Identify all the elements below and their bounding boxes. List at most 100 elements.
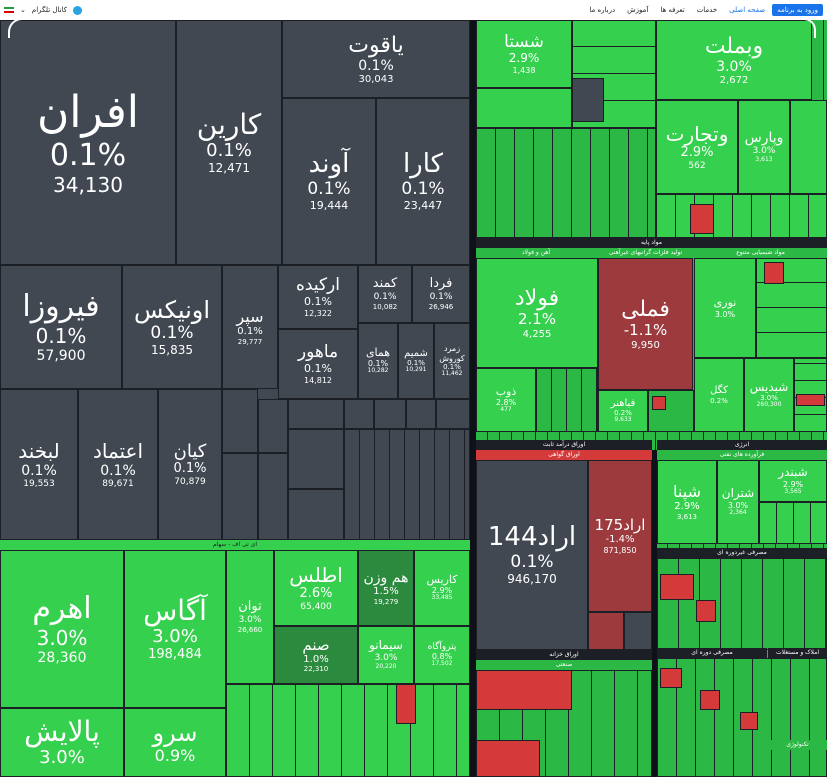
tile-small[interactable]: [572, 78, 604, 122]
tile-farda[interactable]: فردا 0.1% 26,946: [412, 265, 470, 323]
tile-arad144[interactable]: اراد144 0.1% 946,170: [476, 460, 588, 650]
tile-small[interactable]: [690, 204, 714, 234]
tile-small[interactable]: [796, 394, 825, 406]
tile-shabdis[interactable]: شبدیس 3.0% 260,300: [744, 358, 794, 432]
tile-small[interactable]: [700, 690, 720, 710]
tile-agas[interactable]: آگاس 3.0% 198,484: [124, 550, 226, 708]
tile-shapna[interactable]: شپنا 2.9% 3,613: [657, 460, 717, 544]
nav-about[interactable]: درباره ما: [589, 6, 616, 14]
tile-vatejarat[interactable]: وتجارت 2.9% 562: [656, 100, 738, 194]
tile-small-cluster[interactable]: [657, 558, 827, 650]
tile-symbol: سیمانو: [369, 638, 403, 653]
tile-arad175[interactable]: اراد175 -1.4% 871,850: [588, 460, 652, 612]
tile-small[interactable]: [624, 612, 652, 650]
nav-home[interactable]: صفحه اصلی: [729, 6, 766, 14]
tile-fameli[interactable]: فملی -1.1% 9,950: [598, 258, 693, 390]
tile-symbol: آوند: [308, 149, 350, 180]
tile-small[interactable]: [288, 429, 344, 489]
tile-simano[interactable]: سیمانو 3.0% 20,220: [358, 626, 414, 684]
login-button[interactable]: ورود به برنامه: [772, 4, 823, 16]
tile-small[interactable]: [258, 399, 288, 453]
tile-firooza[interactable]: فیروزا 0.1% 57,900: [0, 265, 122, 389]
tile-small[interactable]: [396, 684, 416, 724]
nav-services[interactable]: خدمات: [696, 6, 718, 14]
tile-value: 26,660: [237, 625, 263, 634]
tile-karis[interactable]: کاریس 2.9% 33,485: [414, 550, 470, 626]
tile-kegol[interactable]: کگل 0.2%: [694, 358, 744, 432]
tile-etemad[interactable]: اعتماد 0.1% 89,671: [78, 389, 158, 540]
tile-kara[interactable]: کارا 0.1% 23,447: [376, 98, 470, 265]
tile-ahrom[interactable]: اهرم 3.0% 28,360: [0, 550, 124, 708]
tile-small-cluster[interactable]: [759, 502, 827, 544]
tile-zomorod[interactable]: زمرد کوروش 0.1% 11,462: [434, 323, 470, 399]
section-label: صنعتی: [476, 660, 652, 670]
tile-fooulad[interactable]: فولاد 2.1% 4,255: [476, 258, 598, 368]
tile-small[interactable]: [476, 88, 572, 128]
tile-avand[interactable]: آوند 0.1% 19,444: [282, 98, 376, 265]
tile-small[interactable]: [660, 574, 694, 600]
tile-small[interactable]: [222, 453, 258, 540]
tile-shandar[interactable]: شبندر 2.9% 3,565: [759, 460, 827, 502]
tile-small[interactable]: [406, 399, 436, 429]
tile-sarv[interactable]: سرو 0.9%: [124, 708, 226, 777]
chevron-down-icon[interactable]: ⌄: [20, 6, 26, 14]
tile-karin[interactable]: کارین 0.1% 12,471: [176, 20, 282, 265]
tile-small[interactable]: [588, 612, 624, 650]
tile-small-cluster[interactable]: [226, 684, 470, 777]
tile-small[interactable]: [764, 262, 784, 284]
tile-shatran[interactable]: شتران 3.0% 2,364: [717, 460, 759, 544]
tile-small[interactable]: [222, 389, 258, 453]
tile-small[interactable]: [740, 712, 758, 730]
tile-percent: 0.1%: [35, 323, 87, 348]
tile-hamvazn[interactable]: هم وزن 1.5% 19,279: [358, 550, 414, 626]
tile-small-cluster[interactable]: [756, 258, 827, 358]
tile-vabemelat[interactable]: وبملت 3.0% 2,672: [656, 20, 812, 100]
tile-small[interactable]: [476, 670, 572, 710]
telegram-icon[interactable]: [73, 5, 83, 15]
tile-small[interactable]: [476, 740, 540, 777]
tile-separ[interactable]: سپر 0.1% 29,777: [222, 265, 278, 389]
tile-small-cluster[interactable]: [476, 128, 656, 238]
tile-small[interactable]: [696, 600, 716, 622]
tile-small[interactable]: [660, 668, 682, 688]
tile-small[interactable]: [790, 100, 827, 194]
tile-noori[interactable]: نوری 3.0%: [694, 258, 756, 358]
tile-kamand[interactable]: کمند 0.1% 10,082: [358, 265, 412, 323]
iran-flag-icon[interactable]: [4, 7, 14, 13]
nav-tutorial[interactable]: آموزش: [627, 6, 649, 14]
tile-small[interactable]: [258, 453, 288, 540]
tile-small-cluster[interactable]: [344, 429, 470, 540]
tile-small-cluster[interactable]: [536, 368, 598, 432]
tile-onix[interactable]: اونیکس 0.1% 15,835: [122, 265, 222, 389]
tile-palayesh[interactable]: پالایش 3.0%: [0, 708, 124, 777]
tile-hamay[interactable]: همای 0.1% 10,282: [358, 323, 398, 399]
tile-value: 11,462: [441, 369, 463, 377]
tile-mahour[interactable]: ماهور 0.1% 14,812: [278, 329, 358, 399]
tile-shamim[interactable]: شمیم 0.1% 10,291: [398, 323, 434, 399]
tile-atlas[interactable]: اطلس 2.6% 65,400: [274, 550, 358, 626]
tile-small-cluster[interactable]: [656, 194, 827, 238]
tile-labkhand[interactable]: لبخند 0.1% 19,553: [0, 389, 78, 540]
tile-value: 19,279: [373, 597, 399, 606]
tile-zob[interactable]: ذوب 2.8% 477: [476, 368, 536, 432]
tile-kian[interactable]: کیان 0.1% 70,879: [158, 389, 222, 540]
telegram-channel-label[interactable]: کانال تلگرام: [31, 6, 68, 14]
tile-vaparis[interactable]: وپارس 3.0% 3,613: [738, 100, 790, 194]
tile-yaghout[interactable]: یاقوت 0.1% 30,043: [282, 20, 470, 98]
tile-small[interactable]: [374, 399, 406, 429]
tile-sanam[interactable]: صنم 1.0% 22,310: [274, 626, 358, 684]
nav-pricing[interactable]: تعرفه ها: [660, 6, 685, 14]
tile-afran[interactable]: افران 0.1% 34,130: [0, 20, 176, 265]
tile-fabahanar[interactable]: فباهنر 0.2% 9,633: [598, 390, 648, 432]
tile-small[interactable]: [652, 396, 666, 410]
tile-arkide[interactable]: ارکیده 0.1% 12,322: [278, 265, 358, 329]
tile-value: 89,671: [102, 478, 134, 489]
tile-tavan[interactable]: توان 3.0% 26,660: [226, 550, 274, 684]
tile-value: 2,672: [719, 74, 749, 86]
tile-shasta[interactable]: شستا 2.9% 1,438: [476, 20, 572, 88]
tile-small[interactable]: [344, 399, 374, 429]
tile-small[interactable]: [436, 399, 470, 429]
tile-small[interactable]: [288, 489, 344, 540]
tile-petroagah[interactable]: پتروآگاه 0.8% 17,502: [414, 626, 470, 684]
tile-small[interactable]: [288, 399, 344, 429]
